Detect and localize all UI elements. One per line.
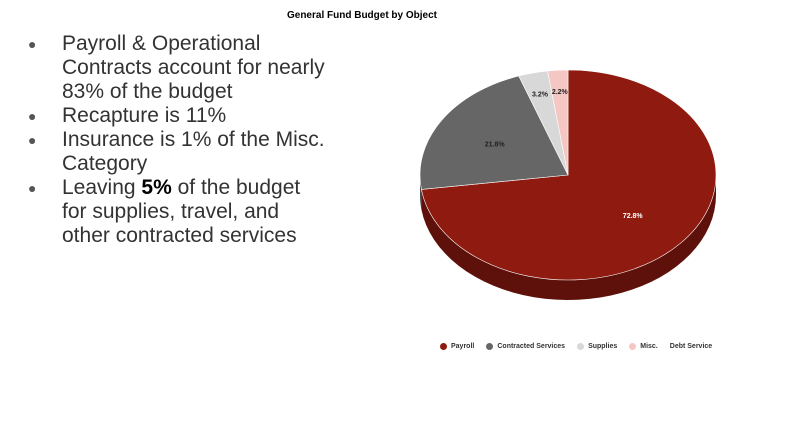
legend-swatch-icon	[486, 343, 494, 350]
data-label-misc: 2.2%	[552, 89, 569, 96]
legend-item-contracted-services: Contracted Services	[486, 343, 565, 350]
bullet-text: Leaving 5% of the budget for supplies, t…	[62, 176, 300, 247]
legend-label: Payroll	[451, 343, 475, 350]
bullet-dot-icon: ●	[28, 132, 37, 148]
legend-swatch-icon	[440, 343, 447, 350]
legend-item-supplies: Supplies	[577, 343, 617, 350]
legend-item-misc: Misc.	[629, 343, 658, 350]
bullet-text-pre: Leaving	[62, 176, 142, 199]
bullet-text-post: of the budget for supplies, travel, and …	[62, 176, 301, 247]
bullet-text: Insurance is 1% of the Misc. Category	[62, 128, 325, 175]
bullet-list: ● Payroll & Operational Contracts accoun…	[28, 32, 328, 248]
pie-side-payroll	[421, 175, 716, 300]
pie-slice-payroll	[421, 69, 717, 281]
bullet-dot-icon: ●	[28, 36, 37, 52]
bullet-item: ● Leaving 5% of the budget for supplies,…	[28, 176, 328, 248]
legend-label: Debt Service	[669, 343, 713, 350]
chart-legend: Payroll Contracted Services Supplies Misc. D…	[440, 343, 724, 350]
bullet-text-bold: 5%	[141, 176, 172, 199]
legend-label: Contracted Services	[497, 343, 566, 350]
data-label-payroll: 72.8%	[623, 213, 644, 220]
bullet-text: Payroll & Operational Contracts account …	[62, 32, 325, 103]
bullet-item: ● Recapture is 11%	[28, 104, 328, 128]
legend-item-payroll: Payroll	[440, 343, 474, 350]
legend-swatch-icon	[577, 343, 585, 350]
bullet-dot-icon: ●	[28, 108, 37, 124]
pie-slice-misc	[547, 69, 569, 176]
bullet-dot-icon: ●	[28, 180, 37, 196]
data-label-supplies: 3.2%	[532, 91, 549, 98]
legend-label: Supplies	[588, 343, 618, 350]
bullet-item: ● Insurance is 1% of the Misc. Category	[28, 128, 328, 176]
legend-label: Misc.	[640, 343, 658, 350]
bullet-item: ● Payroll & Operational Contracts accoun…	[28, 32, 328, 104]
data-label-contracted-services: 21.8%	[485, 141, 506, 148]
legend-swatch-icon	[629, 343, 637, 350]
chart-title: General Fund Budget by Object	[286, 10, 437, 21]
legend-item-debt-service: Debt Service	[670, 343, 712, 350]
bullet-text: Recapture is 11%	[62, 104, 227, 127]
pie-slice-contracted-services	[419, 75, 569, 190]
